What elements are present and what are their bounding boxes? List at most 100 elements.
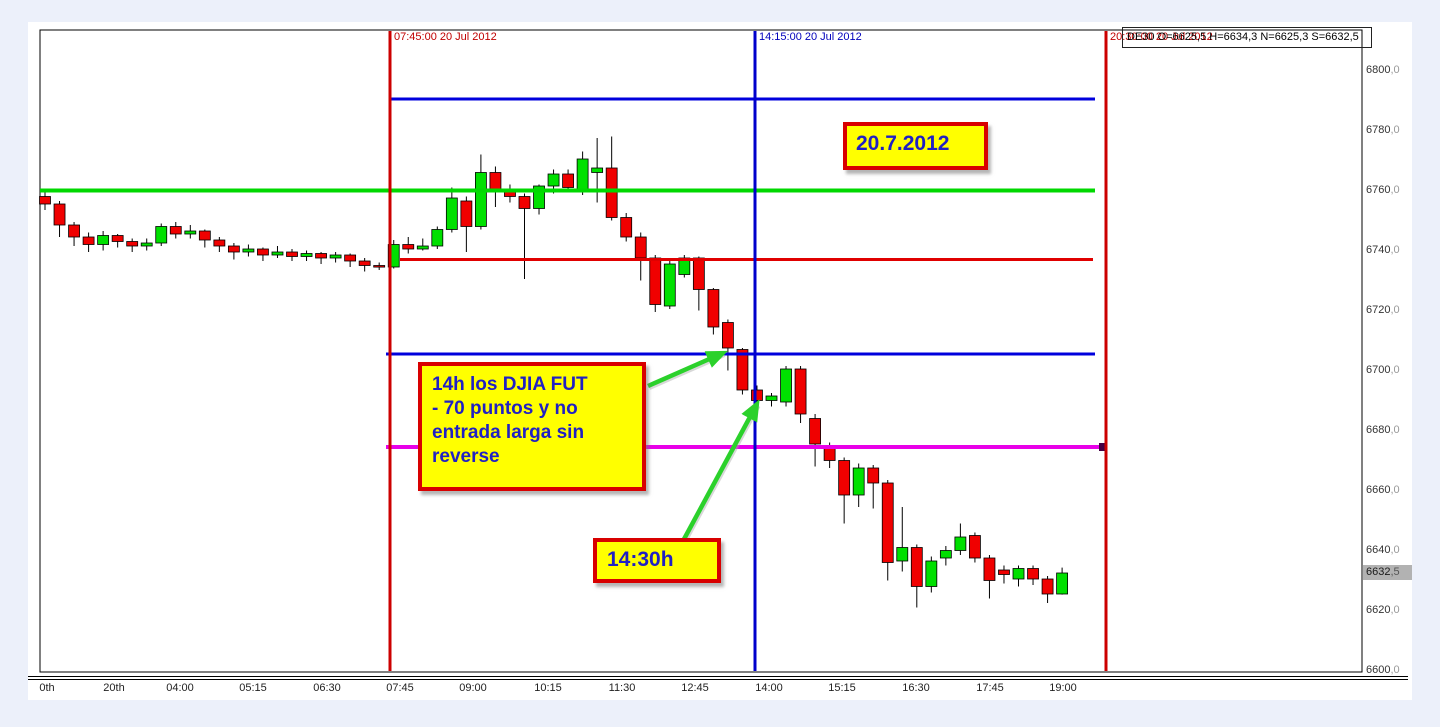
x-axis-label: 06:30 [313,682,341,694]
candle [1027,565,1039,585]
candle [460,196,473,252]
y-axis-label: 6780,0 [1366,123,1400,136]
ohlc-info-text: DE30 O=6625,5 H=6634,3 N=6625,3 S=6632,5 [1127,31,1359,43]
y-axis-label: 6680,0 [1366,423,1400,436]
x-axis-label: 12:45 [681,682,709,694]
candle [68,222,80,246]
candle [140,238,153,251]
annotation-note-box[interactable]: 14h los DJIA FUT - 70 puntos y no entrad… [418,362,646,491]
candle [1012,565,1025,587]
candle [620,213,633,242]
candle [431,226,444,249]
candle [97,231,110,251]
candle [300,250,313,261]
y-axis-label: 6600,0 [1366,663,1400,676]
candle [910,544,923,608]
x-axis-label: 07:45 [386,682,414,694]
x-axis-label: 19:00 [1049,682,1077,694]
candle [939,546,952,566]
candlesticks [39,136,1068,608]
candle [881,480,894,581]
vline-time-label: 20:30:00 20 Jul 2012 [1110,31,1213,43]
annotation-date-box[interactable]: 20.7.2012 [843,122,988,170]
candle [213,237,226,252]
line-handle[interactable] [1099,443,1107,451]
annotation-arrows[interactable] [647,350,761,544]
annotation-time-box[interactable]: 14:30h [593,538,721,583]
y-axis-label: 6660,0 [1366,483,1400,496]
current-price-badge: 6632,5 [1363,565,1412,580]
annotation-arrow[interactable] [647,350,728,389]
candle [663,261,676,309]
candle [649,255,662,312]
x-axis-label: 0th [39,682,55,694]
vline-time-label: 07:45:00 20 Jul 2012 [394,31,497,43]
y-axis-label: 6620,0 [1366,603,1400,616]
y-axis-label: 6760,0 [1366,183,1400,196]
candle [416,238,429,251]
candle [387,240,400,269]
x-axis-label: 10:15 [534,682,562,694]
y-axis-label: 6740,0 [1366,243,1400,256]
candle [954,523,967,555]
candle [227,243,240,260]
candle [1041,576,1054,603]
x-axis-label: 14:00 [755,682,783,694]
candle [358,258,371,272]
candle [169,222,182,239]
candle [896,507,909,572]
candle [794,366,807,423]
candle [867,465,880,509]
vertical-lines[interactable] [388,31,1108,671]
candle [82,232,95,252]
candle [373,262,386,270]
candle [969,532,981,563]
candle [402,237,415,254]
candle [39,192,51,210]
candle [315,252,327,264]
x-axis-label: 11:30 [608,682,636,694]
candle [605,136,618,221]
candle [242,244,255,257]
candle [111,234,124,248]
x-axis-label: 04:00 [166,682,194,694]
candle [780,366,792,407]
annotation-arrow[interactable] [681,399,760,543]
candle [809,414,821,467]
x-axis-label: 05:15 [239,682,267,694]
candle [445,187,458,233]
candle [286,249,298,261]
candle [329,252,342,263]
y-axis-label: 6720,0 [1366,303,1400,316]
candle [257,247,269,261]
y-axis-label: 6640,0 [1366,543,1400,556]
candle [562,169,574,192]
candle [998,565,1010,584]
y-axis-label: 6800,0 [1366,63,1400,76]
candle [736,348,749,395]
candle [53,201,66,237]
candle [155,223,168,246]
x-axis-label: 09:00 [459,682,487,694]
candle [765,393,778,407]
candle [838,457,851,524]
x-axis-label: 20th [103,682,125,694]
candle [1056,567,1068,595]
x-axis-label: 15:15 [828,682,856,694]
horizontal-lines[interactable] [40,97,1107,451]
candle [983,555,996,599]
candle [852,463,865,507]
candle [198,229,211,248]
candle [344,253,357,267]
y-axis-label: 6700,0 [1366,363,1400,376]
x-axis-label: 17:45 [976,682,1004,694]
candle [184,225,197,239]
ohlc-info-box [1122,27,1372,48]
candle [707,288,720,335]
candle [271,246,284,258]
candle [518,193,531,279]
candle [925,556,938,593]
x-axis-label: 16:30 [902,682,930,694]
